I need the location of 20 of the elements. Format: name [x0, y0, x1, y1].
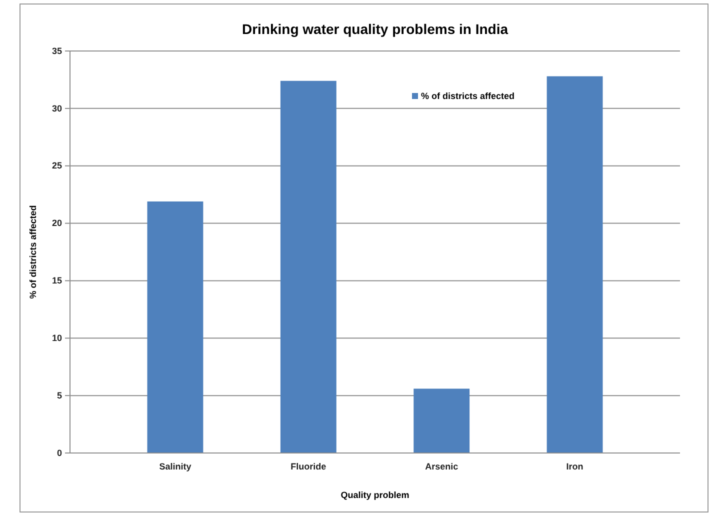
bar — [546, 76, 603, 453]
y-tick-label: 5 — [56, 390, 62, 400]
x-axis-title: Quality problem — [340, 490, 410, 500]
bar — [280, 80, 336, 453]
x-tick-label: Arsenic — [425, 461, 458, 472]
legend-label: % of districts affected — [421, 91, 515, 101]
y-tick-label: 35 — [52, 46, 62, 56]
chart-title: Drinking water quality problems in India — [242, 21, 508, 37]
y-axis-title: % of districts affected — [28, 205, 38, 299]
y-tick-label: 15 — [52, 276, 62, 286]
y-tick-label: 20 — [52, 218, 62, 228]
y-tick-label: 0 — [56, 448, 62, 458]
y-tick-label: 30 — [52, 103, 62, 114]
bar — [414, 388, 470, 453]
x-tick-label: Salinity — [159, 461, 192, 472]
bar — [147, 201, 204, 453]
y-tick-label: 25 — [52, 160, 62, 171]
x-tick-label: Iron — [566, 461, 584, 472]
y-tick-label: 10 — [52, 333, 62, 344]
x-tick-label: Fluoride — [290, 461, 326, 472]
